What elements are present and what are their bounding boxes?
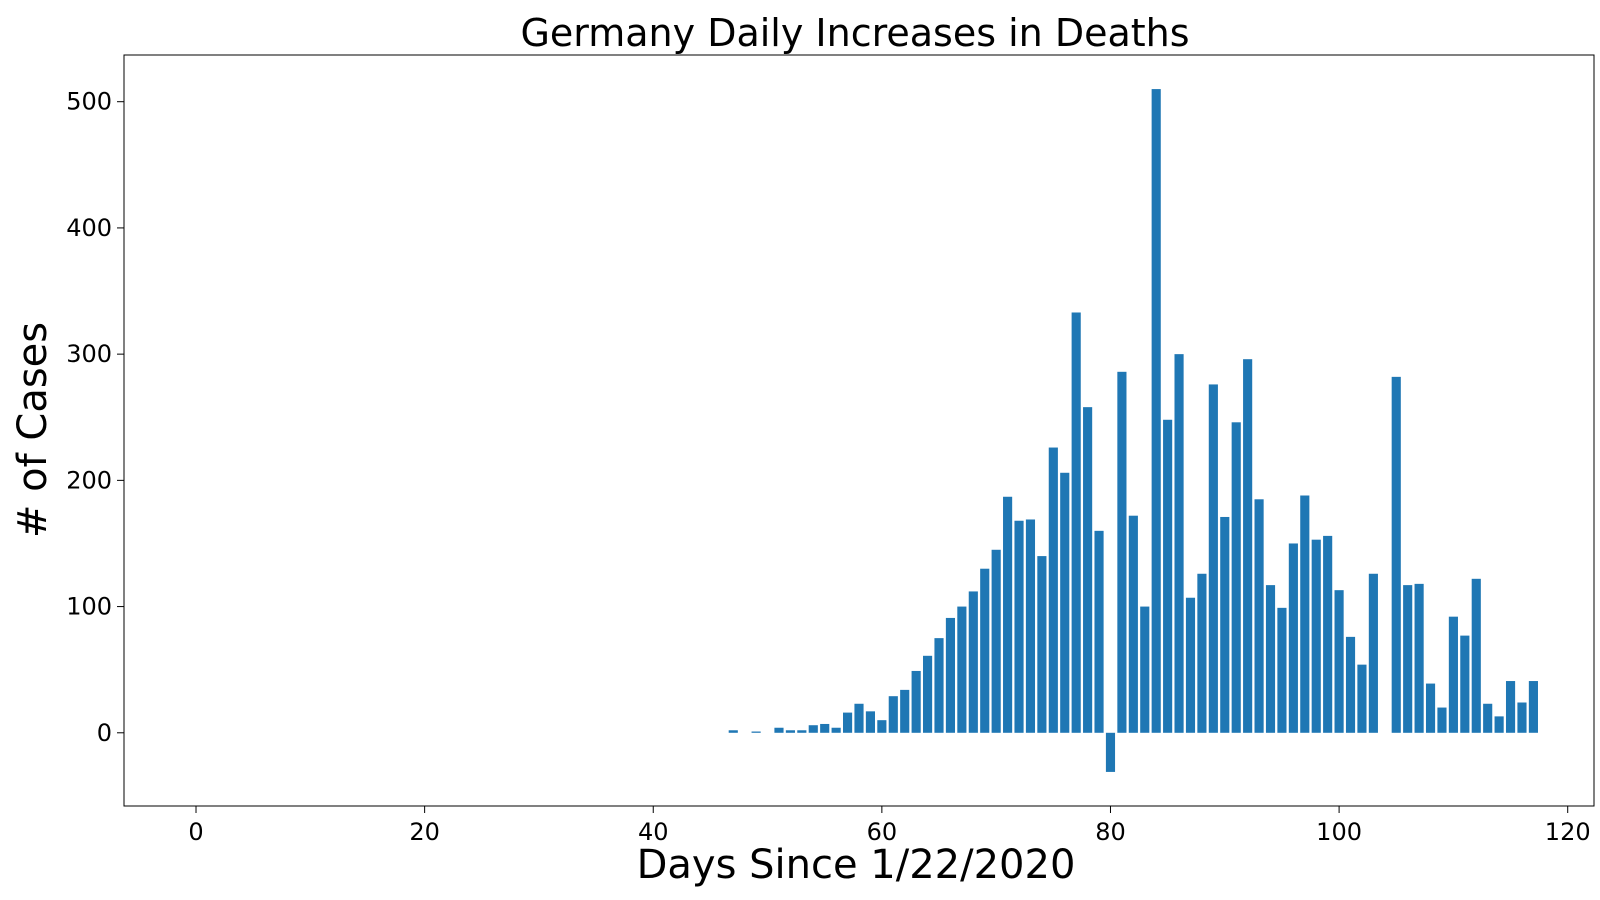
- bar-day-85: [1163, 419, 1173, 733]
- y-axis: 0 100 200 300 400 500: [66, 88, 124, 747]
- bar-day-54: [808, 725, 818, 733]
- bar-day-68: [968, 591, 978, 733]
- bar-day-67: [957, 606, 967, 733]
- bar-day-59: [865, 711, 875, 733]
- bar-day-77: [1071, 312, 1081, 733]
- bar-day-111: [1460, 635, 1470, 733]
- bar-day-114: [1494, 716, 1504, 733]
- bar-day-69: [980, 568, 990, 733]
- bar-day-64: [923, 655, 933, 733]
- bar-day-79: [1094, 530, 1104, 733]
- bar-day-102: [1357, 664, 1367, 733]
- bar-day-53: [797, 730, 807, 733]
- y-tick-label: 0: [97, 719, 112, 747]
- bar-day-84: [1151, 89, 1161, 733]
- bar-day-65: [934, 638, 944, 733]
- bar-day-83: [1140, 606, 1150, 733]
- bar-day-51: [774, 727, 784, 733]
- bar-day-72: [1014, 520, 1024, 733]
- bar-day-101: [1345, 636, 1356, 733]
- bar-day-55: [820, 723, 830, 733]
- bar-day-47: [728, 730, 738, 733]
- bar-day-74: [1037, 556, 1047, 733]
- bar-day-70: [991, 549, 1001, 733]
- bar-day-86: [1174, 354, 1184, 733]
- bar-day-107: [1414, 583, 1424, 733]
- bar-day-99: [1323, 535, 1333, 733]
- bar-day-105: [1391, 376, 1401, 733]
- bar-day-109: [1437, 707, 1447, 733]
- bar-day-92: [1243, 359, 1253, 733]
- bar-day-108: [1425, 683, 1436, 733]
- bar-day-94: [1265, 585, 1276, 733]
- bar-day-100: [1334, 590, 1344, 733]
- bar-day-82: [1128, 515, 1138, 733]
- bar-day-106: [1403, 585, 1413, 733]
- plot-frame: [123, 54, 1595, 807]
- bar-day-62: [900, 689, 910, 733]
- bar-day-96: [1288, 543, 1298, 733]
- x-tick-label: 20: [409, 818, 440, 846]
- bar-day-88: [1197, 573, 1207, 733]
- bar-day-80: [1105, 732, 1116, 772]
- bar-day-76: [1060, 472, 1070, 733]
- bar-day-71: [1003, 496, 1013, 733]
- bar-day-66: [945, 617, 956, 733]
- bar-day-73: [1025, 519, 1036, 733]
- y-tick-label: 500: [66, 88, 112, 116]
- bar-day-98: [1311, 539, 1321, 733]
- bar-day-52: [785, 730, 795, 733]
- bar-day-56: [831, 727, 841, 733]
- bar-series: [728, 89, 1538, 772]
- y-tick-label: 100: [66, 593, 112, 621]
- x-tick-label: 80: [1095, 818, 1126, 846]
- bar-day-93: [1254, 499, 1264, 733]
- bar-day-103: [1368, 573, 1378, 733]
- bar-day-110: [1448, 616, 1458, 733]
- bar-day-57: [843, 712, 853, 733]
- bar-day-78: [1083, 407, 1093, 733]
- bar-day-58: [854, 703, 864, 733]
- bar-day-115: [1505, 681, 1516, 733]
- bar-day-91: [1231, 422, 1241, 733]
- x-axis: 0 20 40 60 80 100 120: [188, 806, 1591, 846]
- bar-day-116: [1517, 702, 1527, 733]
- x-tick-label: 60: [867, 818, 898, 846]
- bar-day-87: [1185, 597, 1196, 733]
- bar-day-60: [877, 720, 887, 733]
- chart-title: Germany Daily Increases in Deaths: [520, 11, 1189, 55]
- bar-day-49: [751, 731, 761, 733]
- y-tick-label: 200: [66, 466, 112, 494]
- y-tick-label: 400: [66, 214, 112, 242]
- y-tick-label: 300: [66, 340, 112, 368]
- bar-day-113: [1483, 703, 1493, 733]
- y-axis-label: # of Cases: [10, 322, 56, 538]
- x-axis-label: Days Since 1/22/2020: [637, 842, 1076, 888]
- bar-day-89: [1208, 384, 1218, 733]
- bar-day-95: [1277, 607, 1287, 733]
- bar-day-61: [888, 696, 898, 733]
- x-tick-label: 120: [1545, 818, 1591, 846]
- x-tick-label: 40: [638, 818, 669, 846]
- bar-day-97: [1300, 495, 1310, 733]
- bar-day-81: [1117, 371, 1127, 733]
- bar-day-90: [1220, 516, 1230, 733]
- bar-day-112: [1471, 578, 1481, 733]
- bar-day-117: [1528, 681, 1538, 733]
- x-tick-label: 0: [188, 818, 203, 846]
- x-tick-label: 100: [1316, 818, 1362, 846]
- bar-day-75: [1048, 447, 1058, 733]
- bar-day-63: [911, 670, 921, 733]
